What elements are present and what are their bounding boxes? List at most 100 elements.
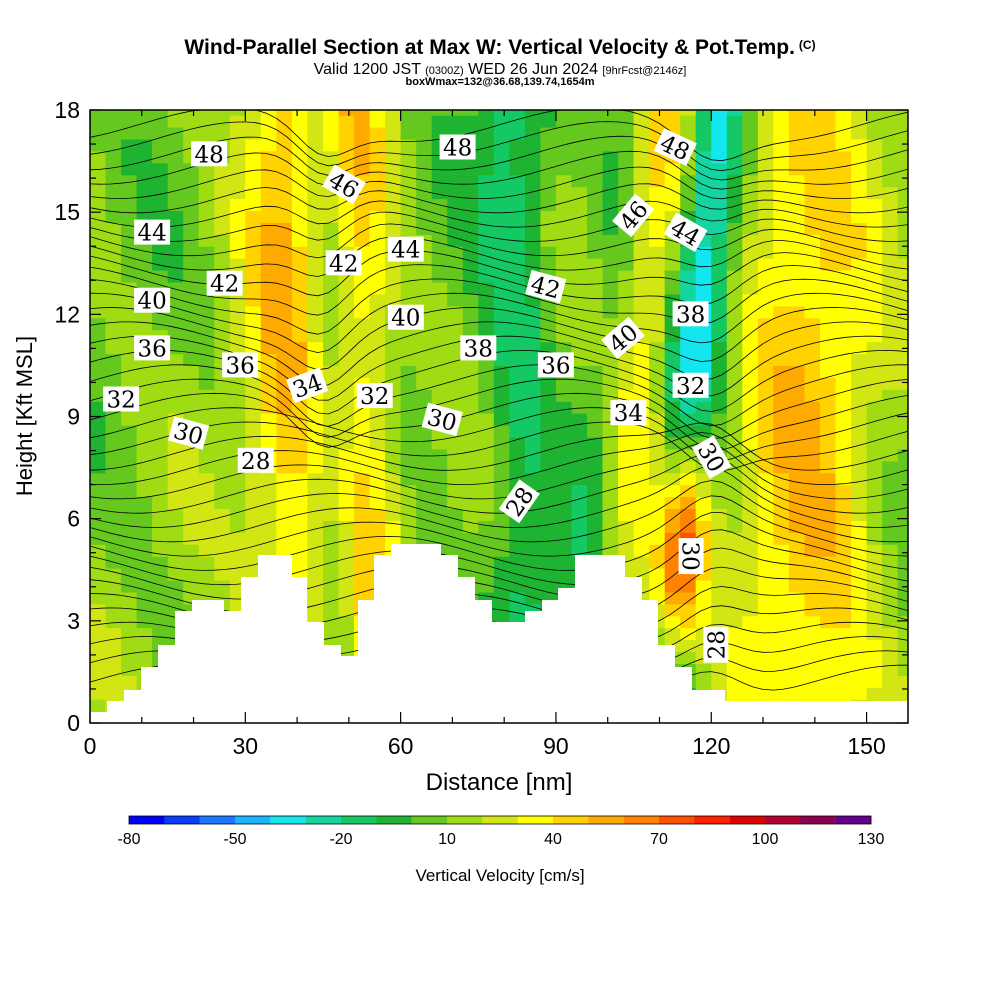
velocity-cell xyxy=(882,317,899,331)
velocity-cell xyxy=(897,663,908,676)
velocity-cell xyxy=(276,496,293,509)
velocity-cell xyxy=(524,472,541,486)
velocity-cell xyxy=(105,138,122,152)
velocity-cell xyxy=(649,508,666,521)
velocity-cell xyxy=(369,413,386,426)
velocity-cell xyxy=(866,186,883,200)
velocity-cell xyxy=(369,138,386,152)
velocity-cell xyxy=(882,222,899,235)
velocity-cell xyxy=(820,186,837,200)
velocity-cell xyxy=(555,198,572,211)
velocity-cell xyxy=(121,198,138,211)
velocity-cell xyxy=(229,127,246,140)
velocity-cell xyxy=(229,472,246,486)
velocity-cell xyxy=(229,389,246,402)
velocity-cell xyxy=(540,508,557,521)
velocity-cell xyxy=(105,258,122,271)
velocity-cell xyxy=(742,341,759,355)
velocity-cell xyxy=(757,580,774,593)
velocity-cell xyxy=(882,198,899,211)
velocity-cell xyxy=(509,150,526,164)
velocity-cell xyxy=(462,174,479,188)
velocity-cell xyxy=(851,460,868,474)
velocity-cell xyxy=(478,389,495,402)
velocity-cell xyxy=(695,401,712,414)
velocity-cell xyxy=(897,603,908,617)
velocity-cell xyxy=(431,115,448,128)
velocity-cell xyxy=(121,639,138,653)
velocity-cell xyxy=(571,258,588,271)
velocity-cell xyxy=(214,580,231,593)
velocity-cell xyxy=(245,198,262,211)
velocity-cell xyxy=(462,532,479,545)
colorbar-swatch xyxy=(659,816,695,824)
velocity-cell xyxy=(788,150,805,164)
velocity-cell xyxy=(276,472,293,486)
velocity-cell xyxy=(866,448,883,462)
velocity-cell xyxy=(835,580,852,593)
velocity-cell xyxy=(571,162,588,176)
chart-box-info: boxWmax=132@36.68,139.74,1654m xyxy=(405,76,595,88)
velocity-cell xyxy=(680,508,697,521)
velocity-cell xyxy=(664,484,681,498)
velocity-cell xyxy=(214,127,231,140)
velocity-cell xyxy=(400,115,417,128)
velocity-cell xyxy=(478,162,495,176)
velocity-cell xyxy=(509,532,526,545)
velocity-cell xyxy=(214,110,231,116)
velocity-cell xyxy=(835,496,852,509)
velocity-cell xyxy=(493,127,510,140)
velocity-cell xyxy=(773,365,790,378)
velocity-cell xyxy=(214,556,231,569)
velocity-cell xyxy=(478,186,495,200)
velocity-cell xyxy=(291,115,308,128)
velocity-cell xyxy=(369,353,386,366)
velocity-cell xyxy=(664,282,681,295)
velocity-cell xyxy=(493,186,510,200)
velocity-cell xyxy=(260,329,277,343)
velocity-cell xyxy=(198,544,215,557)
velocity-cell xyxy=(90,687,107,700)
velocity-cell xyxy=(851,389,868,402)
velocity-cell xyxy=(431,341,448,355)
velocity-cell xyxy=(183,198,200,211)
velocity-cell xyxy=(307,186,324,200)
velocity-cell xyxy=(602,496,619,509)
velocity-cell xyxy=(229,246,246,259)
velocity-cell xyxy=(804,246,821,259)
velocity-cell xyxy=(649,282,666,295)
velocity-cell xyxy=(338,317,355,331)
theta-label-box xyxy=(672,372,709,398)
velocity-cell xyxy=(571,186,588,200)
x-tick-label: 0 xyxy=(84,733,97,759)
velocity-cell xyxy=(618,150,635,164)
velocity-cell xyxy=(695,150,712,164)
velocity-cell xyxy=(260,162,277,176)
velocity-cell xyxy=(711,270,728,283)
velocity-cell xyxy=(354,317,371,331)
velocity-cell xyxy=(571,389,588,402)
velocity-cell xyxy=(183,508,200,521)
velocity-cell xyxy=(276,448,293,462)
velocity-cell xyxy=(167,282,184,295)
velocity-cell xyxy=(323,282,340,295)
velocity-cell xyxy=(757,110,774,116)
velocity-cell xyxy=(851,150,868,164)
velocity-cell xyxy=(757,234,774,247)
theta-label-box xyxy=(672,301,709,327)
velocity-cell xyxy=(633,425,650,438)
velocity-cell xyxy=(835,389,852,402)
velocity-cell xyxy=(695,508,712,521)
velocity-cell xyxy=(742,198,759,211)
velocity-cell xyxy=(851,675,868,688)
velocity-cell xyxy=(820,270,837,283)
theta-label-text: 48 xyxy=(194,142,223,168)
velocity-cell xyxy=(385,508,402,521)
velocity-cell xyxy=(431,365,448,378)
velocity-cell xyxy=(680,460,697,474)
velocity-cell xyxy=(90,627,107,641)
velocity-cell xyxy=(851,305,868,319)
velocity-cell xyxy=(338,341,355,355)
velocity-cell xyxy=(757,651,774,664)
velocity-cell xyxy=(447,246,464,259)
